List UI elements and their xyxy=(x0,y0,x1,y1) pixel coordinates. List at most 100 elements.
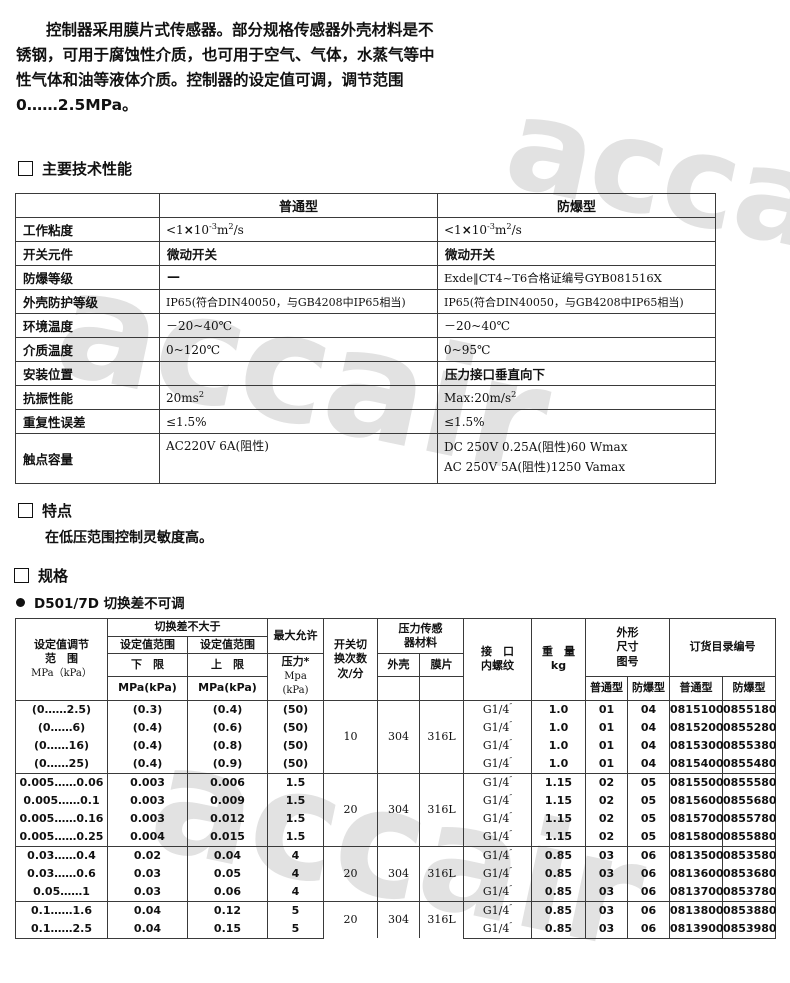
cell-dim-normal: 01 xyxy=(585,754,628,774)
cell-max-pressure: 4 xyxy=(267,882,324,902)
table-row: 工作粘度 <1×10-3m2/s <1×10-3m2/s xyxy=(15,217,716,242)
cell-dim-ex: 06 xyxy=(627,864,670,883)
cell-order-ex: 0855780 xyxy=(722,809,777,828)
table-row: 介质温度 0~120℃ 0~95℃ xyxy=(15,337,716,362)
row-value-ex-line2: AC 250V 5A(阻性)1250 Vamax xyxy=(444,460,626,474)
th-switch-times-l3: 次/分 xyxy=(337,666,364,680)
cell-lower-limit: 0.003 xyxy=(107,791,188,810)
th-lower-unit: MPa(kPa) xyxy=(107,676,188,701)
cell-max-pressure: (50) xyxy=(267,699,324,719)
th-max-press-unit1: Mpa xyxy=(284,670,307,682)
th-sensor-material-l1: 压力传感 xyxy=(398,621,443,635)
cell-weight: 1.15 xyxy=(531,827,586,847)
cell-order-normal: 0813700 xyxy=(669,882,724,902)
table-row: (0……16) (0.4) (0.8) (50) G1/4″ 1.0 01 04 0815300… xyxy=(15,736,777,755)
cell-thread: G1/4″ xyxy=(463,845,532,865)
row-value-ex: 0~95℃ xyxy=(437,337,716,362)
cell-lower-limit: 0.04 xyxy=(107,900,188,920)
cell-dim-ex: 05 xyxy=(627,827,670,847)
cell-order-ex: 0853680 xyxy=(722,864,777,883)
cell-order-normal: 0813900 xyxy=(669,919,724,939)
cell-dim-normal: 02 xyxy=(585,791,628,810)
cell-dim-normal: 01 xyxy=(585,736,628,755)
cell-order-ex: 0855580 xyxy=(722,772,777,792)
cell-set-range: 0.03……0.6 xyxy=(15,864,108,883)
cell-order-normal: 0813600 xyxy=(669,864,724,883)
row-label: 防爆等级 xyxy=(15,265,160,290)
cell-dim-ex: 04 xyxy=(627,736,670,755)
cell-diaphragm-material: 316L xyxy=(419,699,464,773)
square-bullet-icon xyxy=(18,503,33,518)
cell-max-pressure: 5 xyxy=(267,919,324,939)
cell-order-ex: 0855880 xyxy=(722,827,777,847)
cell-order-ex: 0855680 xyxy=(722,791,777,810)
square-bullet-icon xyxy=(14,568,29,583)
cell-upper-limit: 0.04 xyxy=(187,845,268,865)
row-value-normal: 微动开关 xyxy=(159,241,438,266)
row-value-ex: Exde‖CT4~T6合格证编号GYB081516X xyxy=(437,265,716,290)
cell-set-range: 0.005……0.16 xyxy=(15,809,108,828)
table-row: 安装位置 压力接口垂直向下 xyxy=(15,361,716,386)
header-blank xyxy=(15,193,160,218)
cell-order-ex: 0853580 xyxy=(722,845,777,865)
section-heading-label: 规格 xyxy=(38,567,69,585)
cell-lower-limit: (0.3) xyxy=(107,699,188,719)
cell-set-range: (0……6) xyxy=(15,718,108,737)
row-label: 安装位置 xyxy=(15,361,160,386)
cell-order-normal: 0815800 xyxy=(669,827,724,847)
cell-upper-limit: (0.9) xyxy=(187,754,268,774)
th-set-range-unit: MPa（kPa） xyxy=(31,667,92,679)
th-upper-limit-1: 设定值范围 xyxy=(187,635,268,654)
cell-thread: G1/4″ xyxy=(463,900,532,920)
row-value-ex: DC 250V 0.25A(阻性)60 Wmax AC 250V 5A(阻性)1… xyxy=(437,433,716,484)
th-order-normal: 普通型 xyxy=(669,676,723,701)
cell-order-normal: 0815400 xyxy=(669,754,724,774)
th-dimension-l3: 图号 xyxy=(616,654,639,668)
th-order-number: 订货目录编号 xyxy=(669,617,776,678)
row-value-normal xyxy=(159,361,438,386)
th-dim-normal: 普通型 xyxy=(585,676,628,701)
cell-thread: G1/4″ xyxy=(463,754,532,774)
cell-set-range: 0.05……1 xyxy=(15,882,108,902)
cell-dim-normal: 03 xyxy=(585,864,628,883)
cell-upper-limit: 0.06 xyxy=(187,882,268,902)
intro-paragraph: 控制器采用膜片式传感器。部分规格传感器外壳材料是不锈钢，可用于腐蚀性介质，也可用… xyxy=(16,21,435,114)
row-value-ex: IP65(符合DIN40050，与GB4208中IP65相当) xyxy=(437,289,716,314)
table-row: 0.005……0.25 0.004 0.015 1.5 G1/4″ 1.15 02 05 081… xyxy=(15,827,777,847)
cell-set-range: (0……2.5) xyxy=(15,699,108,719)
th-weight: 重 量 kg xyxy=(531,618,586,701)
cell-shell-material: 304 xyxy=(377,772,420,846)
cell-lower-limit: (0.4) xyxy=(107,718,188,737)
th-interface-l1: 接 口 xyxy=(481,644,514,658)
cell-thread: G1/4″ xyxy=(463,699,532,719)
row-label: 工作粘度 xyxy=(15,217,160,242)
th-diaphragm-spacer xyxy=(419,676,464,701)
row-value-normal: ≤1.5% xyxy=(159,409,438,434)
th-max-press: 最大允许 xyxy=(267,618,324,654)
cell-thread: G1/4″ xyxy=(463,736,532,755)
th-switch-times-l2: 换次数 xyxy=(334,652,367,665)
cell-set-range: 0.005……0.1 xyxy=(15,791,108,810)
th-upper-unit: MPa(kPa) xyxy=(187,676,268,701)
th-dimension-l1: 外形 xyxy=(616,625,639,639)
table-row: 抗振性能 20ms2 Max:20m/s2 xyxy=(15,385,716,410)
row-value-ex: －20~40℃ xyxy=(437,313,716,338)
th-max-press-l1: 最大允许 xyxy=(273,628,318,642)
cell-lower-limit: 0.003 xyxy=(107,772,188,792)
cell-lower-limit: (0.4) xyxy=(107,754,188,774)
cell-shell-material: 304 xyxy=(377,900,420,938)
cell-lower-limit: 0.02 xyxy=(107,845,188,865)
th-dim-ex: 防爆型 xyxy=(627,676,670,701)
cell-dim-normal: 02 xyxy=(585,772,628,792)
cell-diaphragm-material: 316L xyxy=(419,845,464,901)
performance-table: 普通型 防爆型 工作粘度 <1×10-3m2/s <1×10-3m2/s 开关元… xyxy=(15,193,716,484)
th-switch-times: 开关切 换次数 次/分 xyxy=(323,618,378,701)
cell-order-normal: 0815100 xyxy=(669,699,724,719)
cell-order-normal: 0813500 xyxy=(669,845,724,865)
cell-dim-ex: 05 xyxy=(627,791,670,810)
spec-header-row-1: 设定值调节 范 围 MPa（kPa） 切换差不大于 最大允许 开关切 换次数 次… xyxy=(15,617,776,701)
cell-max-pressure: 1.5 xyxy=(267,772,324,792)
cell-dim-normal: 03 xyxy=(585,845,628,865)
table-row: 0.005……0.1 0.003 0.009 1.5 G1/4″ 1.15 02 05 0815… xyxy=(15,791,777,810)
cell-upper-limit: 0.015 xyxy=(187,827,268,847)
